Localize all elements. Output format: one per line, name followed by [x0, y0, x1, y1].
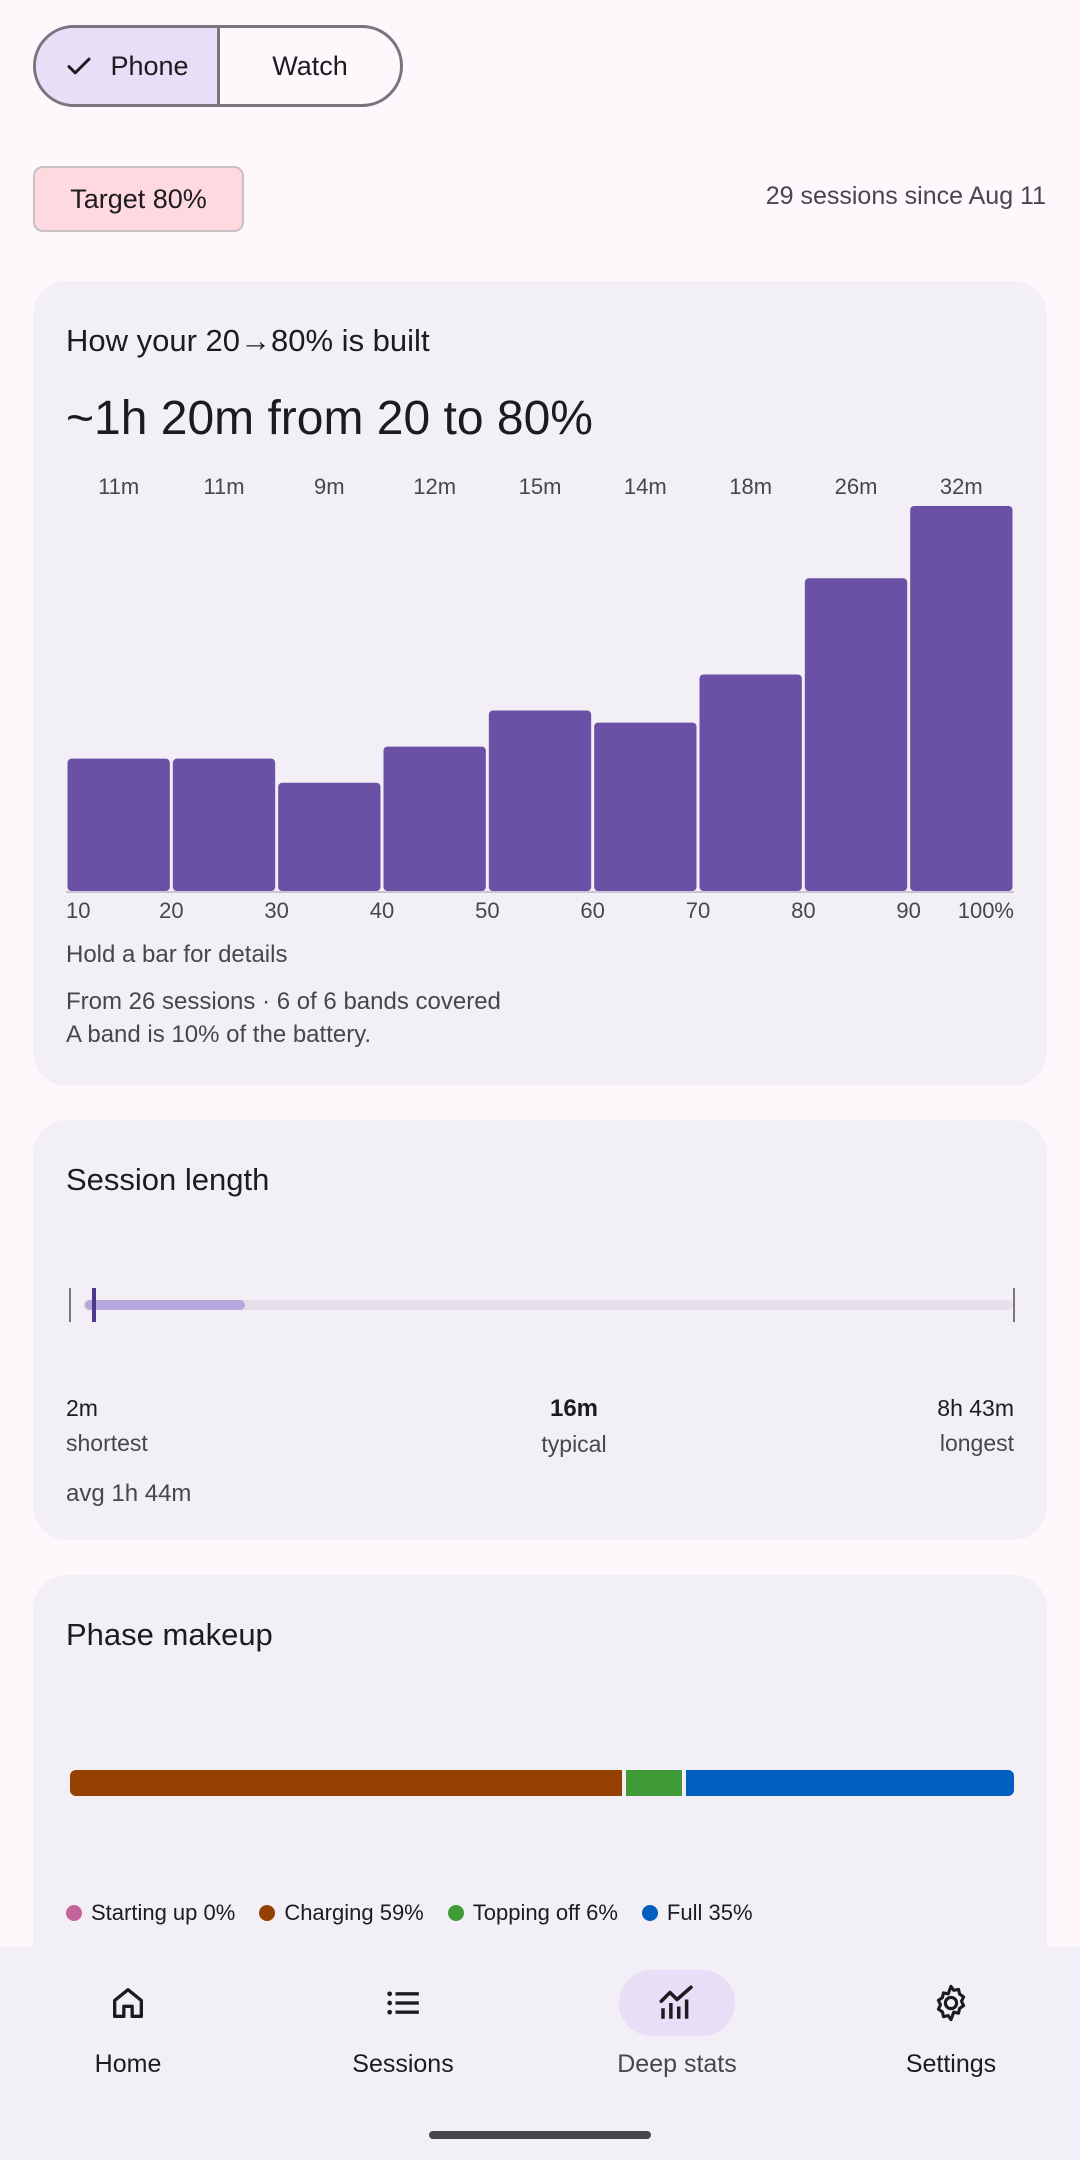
typical-value: 16m	[549, 1395, 599, 1422]
phase-segment	[686, 1770, 1014, 1796]
shortest-stat: 2m shortest	[66, 1395, 148, 1457]
shortest-label: shortest	[66, 1430, 148, 1456]
band-bar[interactable]	[804, 578, 908, 891]
nav-settings-indicator	[893, 1970, 1009, 2036]
charge-build-title: How your 20→80% is built	[66, 323, 430, 358]
phase-makeup-card: Phase makeup Starting up 0% Charging 59%…	[33, 1575, 1047, 1975]
x-tick-label: 10	[66, 898, 90, 923]
phase-segment	[626, 1770, 683, 1796]
nav-deep-stats-indicator	[619, 1970, 735, 2036]
gear-icon	[936, 1984, 966, 2022]
target-chip-label: Target 80%	[70, 183, 207, 214]
session-length-card: Session length 2m shortest 16m typical 8…	[33, 1120, 1047, 1540]
band-bar-label: 32m	[940, 474, 983, 499]
nav-settings[interactable]: Settings	[851, 1970, 1051, 2079]
chart-hint: Hold a bar for details	[66, 941, 288, 968]
home-icon	[113, 1988, 143, 2018]
charge-build-summary: ~1h 20m from 20 to 80%	[66, 392, 593, 445]
nav-home-indicator	[70, 1970, 186, 2036]
band-bar-label: 9m	[314, 474, 345, 499]
legend-full: Full 35%	[641, 1900, 753, 1926]
charge-build-card: How your 20→80% is built ~1h 20m from 20…	[33, 281, 1047, 1086]
session-range-max-tick	[1013, 1288, 1015, 1322]
longest-stat: 8h 43m longest	[937, 1395, 1014, 1457]
legend-label: Charging 59%	[284, 1900, 424, 1925]
longest-value: 8h 43m	[937, 1395, 1014, 1421]
band-bar-label: 11m	[98, 474, 139, 499]
x-tick-label: 80	[791, 898, 815, 923]
band-bar-label: 26m	[835, 474, 878, 499]
session-length-title: Session length	[66, 1162, 270, 1197]
nav-home-label: Home	[94, 2050, 162, 2078]
phase-makeup-title: Phase makeup	[66, 1617, 273, 1652]
average-session: avg 1h 44m	[66, 1480, 192, 1507]
typical-label: typical	[541, 1431, 607, 1457]
band-bar-label: 11m	[203, 474, 244, 499]
band-bar[interactable]	[383, 746, 486, 891]
nav-settings-label: Settings	[905, 2050, 997, 2078]
target-chip[interactable]: Target 80%	[33, 166, 244, 232]
x-tick-label: 20	[159, 898, 183, 923]
nav-sessions[interactable]: Sessions	[303, 1970, 503, 2079]
legend-charging: Charging 59%	[259, 1900, 424, 1926]
sessions-since-text: 29 sessions since Aug 11	[765, 182, 1046, 210]
phase-legend: Starting up 0% Charging 59% Topping off …	[66, 1900, 753, 1926]
phase-bar	[70, 1770, 1014, 1796]
session-range-min-tick	[69, 1288, 71, 1322]
session-range-iqr	[85, 1300, 245, 1310]
gesture-home-indicator[interactable]	[429, 2131, 651, 2139]
legend-dot	[641, 1905, 658, 1921]
legend-dot	[447, 1905, 464, 1921]
chart-icon	[659, 1985, 693, 2019]
legend-dot	[66, 1905, 82, 1921]
band-bar-chart: 11m 11m 9m 12m 15m 14m 18m 26m 32m 10 20 30 40 50 60 70…	[66, 474, 1014, 923]
band-bar[interactable]	[910, 506, 1013, 891]
nav-home[interactable]: Home	[28, 1970, 228, 2079]
check-icon	[67, 57, 91, 75]
legend-label: Topping off 6%	[472, 1900, 618, 1925]
shortest-value: 2m	[66, 1395, 98, 1421]
phone-segment[interactable]: Phone	[36, 28, 220, 104]
chart-footnote-sessions: From 26 sessions · 6 of 6 bands covered	[66, 988, 501, 1015]
phone-segment-label: Phone	[110, 50, 189, 81]
bottom-navigation: Home Sessions Deep stats	[0, 1946, 1080, 2160]
band-bar-label: 18m	[729, 474, 772, 499]
band-bar[interactable]	[67, 758, 170, 891]
legend-topping-off: Topping off 6%	[447, 1900, 618, 1926]
band-bar[interactable]	[488, 710, 592, 891]
nav-deep-stats[interactable]: Deep stats	[577, 1970, 777, 2079]
band-bar-label: 12m	[413, 474, 456, 499]
x-tick-label: 40	[370, 898, 394, 923]
band-bar[interactable]	[699, 674, 802, 891]
list-icon	[387, 1991, 419, 2015]
legend-starting-up: Starting up 0%	[66, 1900, 235, 1926]
band-bar[interactable]	[278, 782, 381, 891]
legend-label: Starting up 0%	[91, 1900, 236, 1925]
device-toggle: Phone Watch	[33, 25, 403, 107]
session-range-typical-marker	[92, 1288, 96, 1322]
band-bar-label: 15m	[519, 474, 562, 499]
band-bar[interactable]	[172, 758, 276, 891]
x-tick-label: 30	[264, 898, 288, 923]
longest-label: longest	[939, 1430, 1014, 1456]
chart-footnote-band: A band is 10% of the battery.	[66, 1021, 372, 1048]
x-tick-label: 90	[896, 898, 920, 923]
phase-segment	[70, 1770, 623, 1796]
band-bar[interactable]	[594, 722, 697, 891]
x-tick-label: 70	[686, 898, 710, 923]
session-range-track	[83, 1300, 1013, 1310]
x-tick-label: 50	[475, 898, 499, 923]
watch-segment[interactable]: Watch	[220, 28, 400, 104]
band-bar-label: 14m	[624, 474, 667, 499]
typical-stat: 16m typical	[459, 1395, 689, 1458]
nav-sessions-indicator	[345, 1970, 461, 2036]
x-tick-label: 60	[580, 898, 604, 923]
nav-deep-stats-label: Deep stats	[617, 2050, 737, 2078]
nav-sessions-label: Sessions	[352, 2050, 454, 2078]
legend-dot	[259, 1905, 276, 1921]
watch-segment-label: Watch	[272, 50, 348, 81]
legend-label: Full 35%	[666, 1900, 753, 1925]
x-tick-label: 100%	[958, 898, 1014, 923]
